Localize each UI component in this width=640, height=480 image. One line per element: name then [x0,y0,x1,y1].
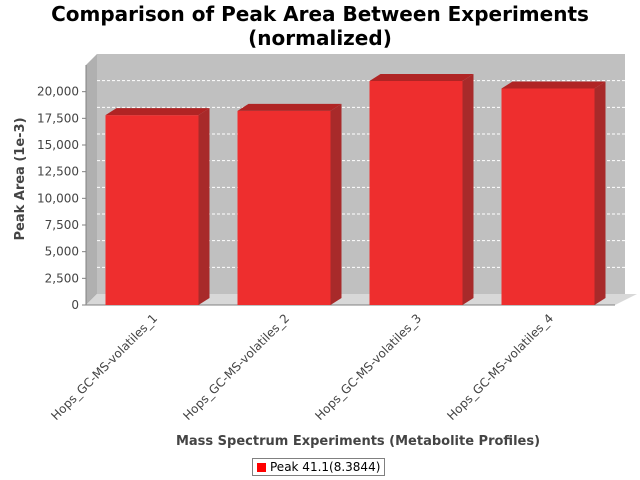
x-tick-label: Hops_GC-MS-volatiles_4 [444,311,556,423]
y-tick-label: 5,000 [45,245,79,259]
x-tick-label: Hops_GC-MS-volatiles_3 [312,311,424,423]
bar-group [237,103,342,305]
x-axis-title: Mass Spectrum Experiments (Metabolite Pr… [176,434,540,449]
y-tick-label: 15,000 [37,138,79,152]
plot-back-wall [97,54,625,294]
bar-side [462,74,474,305]
bar [501,88,595,305]
legend-label: Peak 41.1(8.3844) [270,460,381,474]
bar-top [105,108,210,116]
chart-title-line-2: (normalized) [248,26,392,50]
bar-top [369,74,474,81]
bar-side [330,103,342,305]
bar [369,81,463,305]
y-axis-title: Peak Area (1e-3) [13,117,28,240]
bar-group [105,108,210,305]
y-tick-label: 7,500 [45,218,79,232]
bar-group [501,81,606,305]
bar-side [594,81,606,305]
plot-left-wall [86,54,97,305]
bar-side [198,108,210,305]
bar-top [237,103,342,111]
y-tick-label: 12,500 [37,165,79,179]
legend-swatch [257,462,266,472]
plot-floor [86,294,637,305]
y-tick-label: 0 [71,298,79,312]
chart-title: Comparison of Peak Area Between Experime… [0,2,640,50]
bar [237,110,331,305]
bar-top [501,81,606,89]
chart-title-line-1: Comparison of Peak Area Between Experime… [51,2,589,26]
y-tick-label: 2,500 [45,271,79,285]
bar-group [369,74,474,305]
x-tick-label: Hops_GC-MS-volatiles_2 [180,311,292,423]
x-tick-label: Hops_GC-MS-volatiles_1 [48,311,160,423]
y-tick-label: 17,500 [37,111,79,125]
bar [105,115,199,305]
y-tick-label: 10,000 [37,191,79,205]
legend: Peak 41.1(8.3844) [252,458,386,476]
y-tick-label: 20,000 [37,85,79,99]
